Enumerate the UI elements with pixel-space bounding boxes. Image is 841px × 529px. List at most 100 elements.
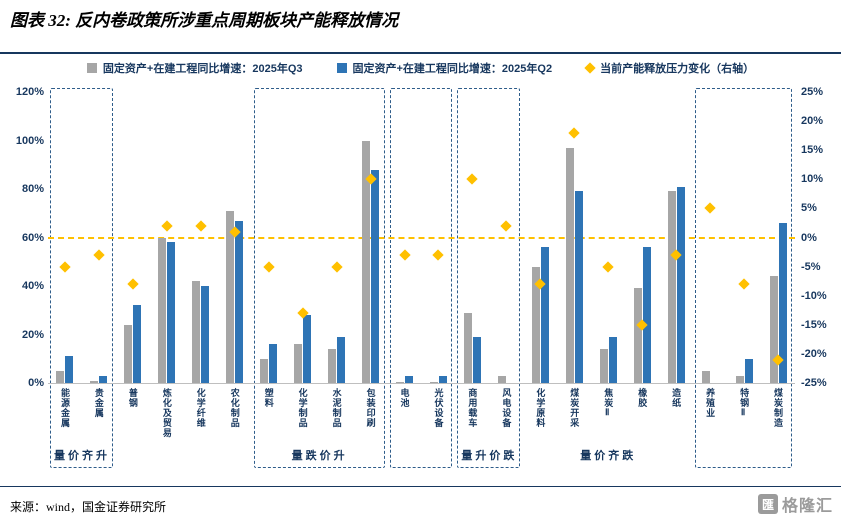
bar-q3 <box>226 210 235 383</box>
bar-q3 <box>429 381 438 383</box>
group-label: 量价齐升 <box>53 450 110 462</box>
bar-q2 <box>472 336 481 383</box>
bar-q3 <box>192 281 201 383</box>
gelonghui-logo-icon: 匯 <box>757 494 778 514</box>
bar-q2 <box>405 375 414 383</box>
group-box <box>695 88 792 468</box>
right-axis-tick: -25% <box>801 377 827 389</box>
bar-q3 <box>531 266 540 383</box>
bar-q2 <box>778 222 787 383</box>
category-label: 橡胶 <box>637 388 648 408</box>
bar-q3 <box>362 140 371 383</box>
pressure-diamond <box>568 127 580 139</box>
category-label: 能源金属 <box>59 388 70 428</box>
category-label: 炼化及贸易 <box>161 388 172 438</box>
legend: 固定资产+在建工程同比增速：2025年Q3 固定资产+在建工程同比增速：2025年… <box>0 60 841 76</box>
legend-label: 固定资产+在建工程同比增速：2025年Q3 <box>102 63 303 75</box>
bar-q3 <box>565 147 574 383</box>
category-label: 煤炭开采 <box>569 388 580 428</box>
chart-title: 图表 32: 反内卷政策所涉重点周期板块产能释放情况 <box>10 11 399 30</box>
right-axis-tick: 25% <box>801 86 824 98</box>
bar-q3 <box>633 288 642 383</box>
legend-item: 当前产能释放压力变化（右轴） <box>584 60 755 76</box>
right-axis-tick: 20% <box>801 115 824 128</box>
bar-q3 <box>158 237 167 383</box>
title-divider-line <box>0 52 841 54</box>
category-label: 光伏设备 <box>433 388 444 428</box>
category-label: 煤炭制造 <box>773 388 784 428</box>
category-label: 化学原料 <box>535 388 546 428</box>
left-axis-tick: 40% <box>21 280 44 292</box>
bar-q2 <box>201 286 210 383</box>
bar-q2 <box>235 220 244 383</box>
bar-q3 <box>124 324 133 383</box>
right-axis-tick: 15% <box>801 144 824 157</box>
category-label: 风电设备 <box>501 388 512 428</box>
footer-divider-line <box>0 486 841 487</box>
gelonghui-logo: 匯 格隆汇 <box>757 492 833 516</box>
bar-q3 <box>396 381 405 383</box>
category-label: 养殖业 <box>705 388 716 418</box>
category-label: 化学纤维 <box>195 388 206 428</box>
category-label: 商用载车 <box>467 388 478 428</box>
category-label: 塑料 <box>263 388 274 408</box>
bar-q3 <box>497 375 506 383</box>
pressure-diamond <box>161 220 173 232</box>
legend-item: 固定资产+在建工程同比增速：2025年Q2 <box>336 60 553 76</box>
bar-q2 <box>65 356 74 383</box>
bar-q3 <box>463 312 472 383</box>
left-axis-tick: 0% <box>28 377 44 389</box>
bar-q3 <box>328 349 337 383</box>
right-axis-tick: -10% <box>801 289 827 302</box>
category-label: 普钢 <box>127 388 138 408</box>
source-text: 来源：wind，国金证券研究所 <box>10 500 167 514</box>
bar-q2 <box>99 375 108 383</box>
category-label: 包装印刷 <box>365 388 376 428</box>
right-axis-tick: 5% <box>801 202 817 215</box>
category-label: 农化制品 <box>229 388 240 428</box>
left-axis-tick: 60% <box>21 231 44 244</box>
group-box <box>389 88 453 468</box>
x-axis-line <box>48 383 795 384</box>
left-axis-tick: 120% <box>15 86 44 98</box>
category-label: 水泥制品 <box>331 388 342 428</box>
gelonghui-logo-text: 格隆汇 <box>781 498 833 515</box>
group-box <box>50 88 113 468</box>
bar-q2 <box>269 344 278 383</box>
left-axis-tick: 100% <box>15 134 44 147</box>
bar-q2 <box>167 242 176 383</box>
right-axis-tick: -5% <box>801 260 821 273</box>
zero-reference-line <box>48 236 795 239</box>
bar-q3 <box>90 380 99 383</box>
bar-q2 <box>540 247 549 383</box>
bar-q2 <box>574 191 583 383</box>
left-axis-tick: 20% <box>21 328 44 341</box>
category-label: 化学制品 <box>297 388 308 428</box>
group-label: 量升价跌 <box>461 450 518 462</box>
legend-label: 固定资产+在建工程同比增速：2025年Q2 <box>352 63 553 75</box>
pressure-diamond <box>602 260 614 273</box>
pressure-diamond <box>127 278 139 290</box>
left-axis-tick: 80% <box>21 183 44 195</box>
category-label: 贵金属 <box>93 388 104 418</box>
category-label: 电池 <box>399 388 410 408</box>
bar-q2 <box>337 336 346 383</box>
bar-q2 <box>303 315 312 383</box>
right-axis-tick: -20% <box>801 347 827 360</box>
legend-item: 固定资产+在建工程同比增速：2025年Q3 <box>86 60 303 76</box>
bar-q2 <box>438 375 447 383</box>
category-label: 特钢Ⅱ <box>739 388 750 419</box>
bar-q3 <box>735 375 744 383</box>
legend-label: 当前产能释放压力变化（右轴） <box>600 63 755 75</box>
diamond-marker-icon <box>584 62 596 74</box>
group-box <box>457 88 521 468</box>
square-marker-icon <box>86 63 97 73</box>
bar-q3 <box>599 349 608 383</box>
right-axis-tick: 10% <box>801 173 824 186</box>
group-label: 量价齐跌 <box>580 450 637 462</box>
right-axis-tick: -15% <box>801 318 827 331</box>
bar-q3 <box>56 370 65 383</box>
bar-q2 <box>608 336 617 383</box>
bar-q3 <box>701 370 710 383</box>
